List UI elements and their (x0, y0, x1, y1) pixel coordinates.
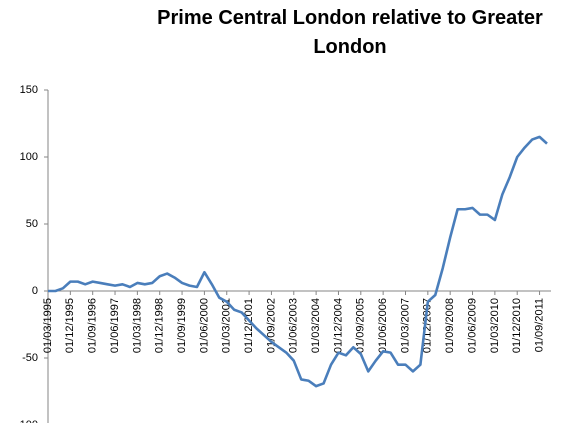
x-tick-label: 01/12/2007 (422, 298, 434, 353)
x-tick-label: 01/12/2001 (243, 298, 255, 353)
x-tick-label: 01/06/1997 (109, 298, 121, 353)
x-tick-label: 01/06/2009 (466, 298, 478, 353)
x-tick-label: 01/09/2011 (533, 298, 545, 352)
x-tick-label: 01/09/1999 (176, 298, 188, 353)
y-tick-label: -100 (16, 419, 38, 423)
x-tick-label: 01/12/1995 (64, 298, 76, 353)
x-tick-label: 01/12/2010 (511, 298, 523, 353)
x-tick-label: 01/09/1996 (87, 298, 99, 353)
x-tick-label: 01/03/2010 (489, 298, 501, 353)
x-tick-label: 01/06/2003 (288, 298, 300, 353)
x-tick-label: 01/09/2005 (355, 298, 367, 353)
x-tick-label: 01/09/2008 (444, 298, 456, 353)
data-line (48, 135, 548, 388)
x-tick-label: 01/03/2004 (310, 298, 322, 353)
y-tick-label: 100 (20, 151, 38, 163)
y-tick-label: -50 (22, 352, 38, 364)
y-tick-label: 50 (26, 218, 38, 230)
x-tick-label: 01/06/2000 (198, 298, 210, 353)
y-tick-label: 0 (32, 285, 38, 297)
y-tick-label: 150 (20, 84, 38, 96)
x-tick-label: 01/03/1995 (42, 298, 54, 353)
x-tick-label: 01/03/1998 (131, 298, 143, 353)
x-tick-label: 01/12/1998 (154, 298, 166, 353)
x-tick-label: 01/12/2004 (332, 298, 344, 353)
x-tick-label: 01/03/2007 (399, 298, 411, 353)
x-tick-label: 01/03/2001 (221, 298, 233, 353)
x-tick-label: 01/06/2006 (377, 298, 389, 353)
chart-title: Prime Central London relative to Greater… (157, 7, 543, 58)
